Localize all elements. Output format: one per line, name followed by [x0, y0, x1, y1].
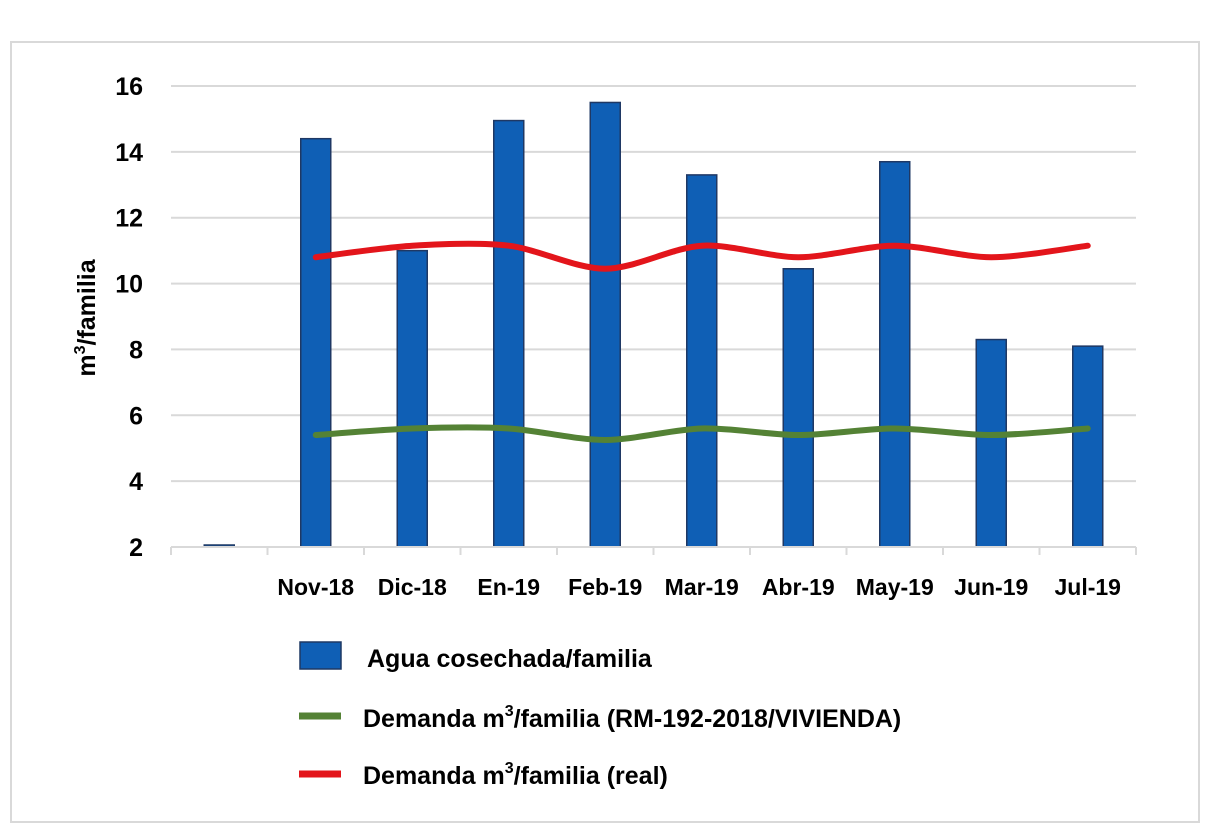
legend-label-agua: Agua cosechada/familia	[367, 645, 653, 673]
gridlines	[171, 85, 1136, 483]
x-tick-label: Jun-19	[954, 574, 1028, 600]
y-tick-label: 10	[115, 271, 143, 299]
svg-text:Agua cosechada/familia: Agua cosechada/familia	[367, 645, 653, 673]
y-tick-label: 6	[129, 402, 143, 430]
chart-frame	[10, 41, 1200, 823]
legend-label-demanda-real-post: /familia (real)	[514, 762, 668, 790]
bar	[782, 268, 814, 548]
y-axis-label-main: m	[73, 354, 101, 376]
y-tick-label: 8	[129, 336, 143, 364]
legend-label-demanda-real-sup: 3	[505, 760, 514, 777]
y-tick-label: 2	[129, 534, 143, 562]
y-tick-label: 4	[129, 468, 143, 496]
y-axis-label-sup: 3	[72, 345, 89, 354]
x-tick-label: Nov-18	[277, 574, 354, 600]
y-axis-label: m3/familia	[72, 258, 101, 376]
legend-label-demanda-real-pre: Demanda m	[363, 762, 505, 790]
bar	[396, 249, 428, 548]
x-tick-label: Mar-19	[665, 574, 739, 600]
x-tick-label: Jul-19	[1055, 574, 1121, 600]
legend-label-demanda-rm-pre: Demanda m	[363, 705, 505, 733]
y-tick-label: 12	[115, 205, 143, 233]
x-tick-label: Abr-19	[762, 574, 835, 600]
legend-label-demanda-rm-post: /familia (RM-192-2018/VIVIENDA)	[514, 705, 902, 733]
bar	[1072, 345, 1104, 548]
y-tick-label: 16	[115, 73, 143, 101]
svg-text:Demanda m3/familia (RM-192-201: Demanda m3/familia (RM-192-2018/VIVIENDA…	[363, 703, 901, 733]
x-axis-ticks: Nov-18 Dic-18 En-19 Feb-19 Mar-19 Abr-19 May-1…	[277, 574, 1121, 600]
line-series	[312, 240, 1091, 443]
legend-label-demanda-rm-sup: 3	[505, 703, 514, 720]
x-tick-label: May-19	[856, 574, 934, 600]
series-line	[312, 424, 1091, 443]
svg-text:Demanda m3/familia (real): Demanda m3/familia (real)	[363, 760, 668, 790]
x-tick-label: Feb-19	[568, 574, 642, 600]
bar	[300, 137, 332, 548]
svg-text:m3/familia: m3/familia	[72, 258, 101, 376]
bar	[975, 338, 1007, 548]
bar	[493, 119, 525, 548]
x-tick-label: Dic-18	[378, 574, 447, 600]
bar	[879, 160, 911, 548]
x-tick-label: En-19	[477, 574, 540, 600]
legend: Agua cosechada/familia Demanda m3/famili…	[299, 641, 901, 790]
bar	[589, 101, 621, 548]
y-axis-ticks: 2 4 6 8 10 12 14 16	[115, 73, 143, 562]
legend-swatch-bar	[299, 641, 342, 670]
bar	[686, 174, 718, 548]
y-axis-label-rest: /familia	[73, 258, 101, 345]
y-tick-label: 14	[115, 139, 143, 167]
x-axis	[170, 546, 1137, 555]
series-line	[312, 240, 1091, 272]
